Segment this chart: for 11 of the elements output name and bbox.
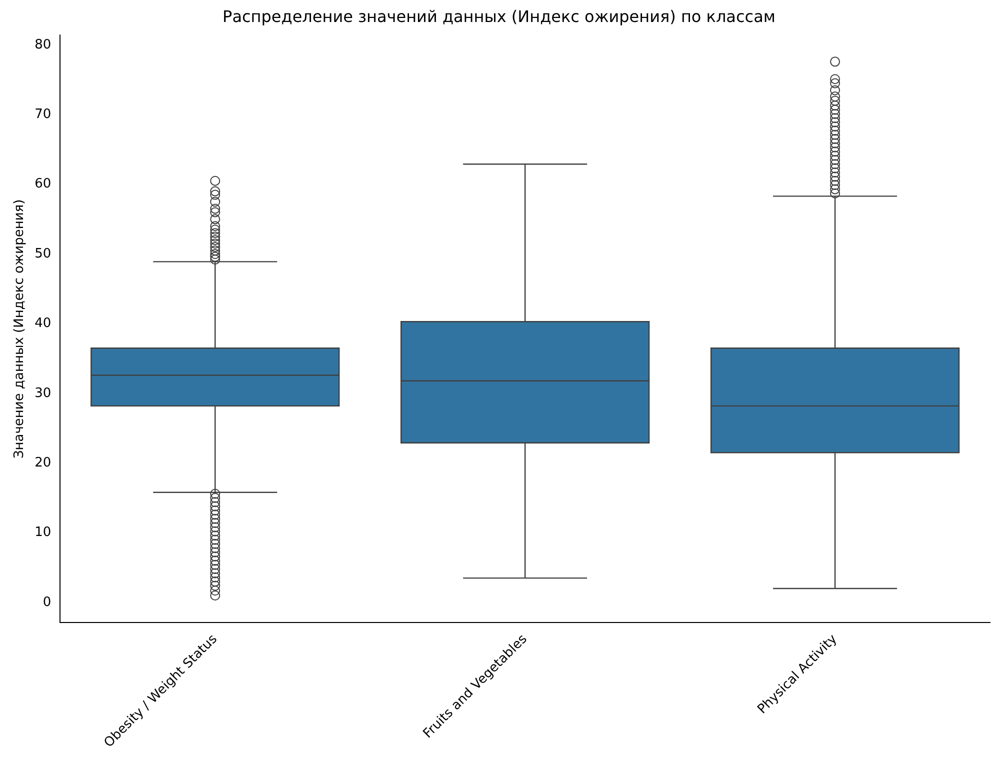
y-tick-label: 40 <box>34 316 52 332</box>
y-tick-label: 20 <box>34 455 52 470</box>
y-tick-label: 70 <box>34 107 52 122</box>
y-tick-label: 10 <box>34 525 52 540</box>
y-tick-label: 30 <box>34 386 52 401</box>
y-tick-label: 0 <box>42 594 52 610</box>
y-tick-label: 80 <box>34 37 52 52</box>
y-axis-title: Значение данных (Индекс ожирения) <box>12 199 28 459</box>
y-tick-label: 50 <box>34 246 52 262</box>
y-tick-label: 60 <box>34 176 52 192</box>
chart-title: Распределение значений данных (Индекс ожирения) по классам <box>222 6 776 26</box>
